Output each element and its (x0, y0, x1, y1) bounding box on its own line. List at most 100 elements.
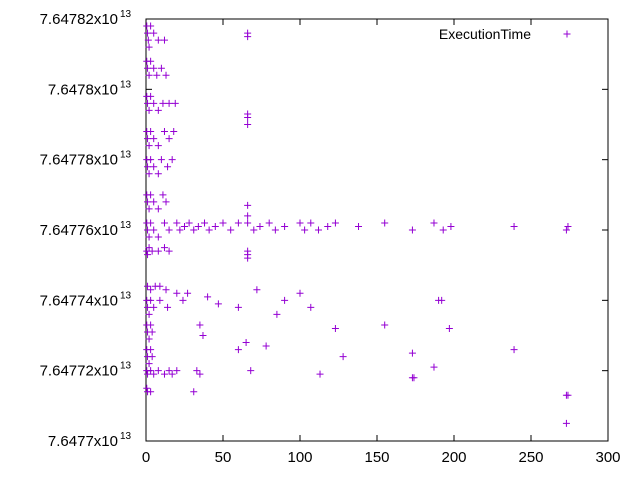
data-point (447, 222, 455, 230)
y-tick-exponent: 13 (120, 79, 132, 90)
data-point (147, 388, 155, 396)
y-tick-label: 7.64782x10 (40, 11, 118, 28)
data-point (147, 156, 155, 164)
data-point (193, 367, 201, 375)
data-point (265, 219, 273, 227)
data-point (510, 222, 518, 230)
data-point (160, 219, 168, 227)
data-point (147, 367, 155, 375)
data-point (271, 226, 279, 234)
y-tick-label: 7.64774x10 (40, 292, 118, 309)
data-point (145, 233, 153, 241)
data-point (154, 170, 162, 178)
data-point (234, 219, 242, 227)
data-point (244, 212, 252, 220)
data-point (196, 321, 204, 329)
data-point (199, 332, 207, 339)
data-point (147, 191, 155, 199)
data-point (204, 293, 212, 301)
data-point (201, 219, 209, 227)
data-point (227, 226, 235, 234)
data-point (154, 106, 162, 114)
data-point (145, 360, 153, 368)
y-tick-label: 7.64772x10 (40, 363, 118, 380)
x-tick-label: 50 (215, 449, 232, 466)
data-point (165, 247, 173, 255)
data-point (244, 201, 252, 209)
data-point (244, 110, 252, 118)
data-point (562, 419, 570, 427)
data-point (244, 121, 252, 128)
data-point (148, 328, 156, 336)
data-point (564, 222, 572, 230)
data-point (296, 289, 304, 297)
data-point (147, 346, 155, 354)
x-tick-label: 250 (518, 449, 543, 466)
y-tick-exponent: 13 (120, 431, 132, 442)
data-point (173, 289, 181, 297)
data-point (165, 226, 173, 234)
data-point (150, 99, 158, 107)
data-point (156, 282, 164, 290)
data-point (150, 29, 158, 37)
data-point (168, 370, 176, 378)
data-point (381, 219, 389, 227)
data-point (154, 247, 162, 255)
data-point (150, 370, 158, 378)
data-point (147, 92, 155, 100)
data-point (408, 226, 416, 234)
data-point (165, 367, 173, 375)
data-point (147, 22, 155, 30)
data-point (147, 219, 155, 227)
data-point (162, 286, 170, 294)
x-tick-label: 300 (595, 449, 620, 466)
data-point (147, 321, 155, 329)
data-point (234, 346, 242, 354)
data-point (144, 251, 152, 259)
data-point (147, 296, 155, 304)
data-point (314, 226, 322, 234)
data-point (144, 163, 152, 171)
data-point (160, 128, 168, 136)
data-point (144, 135, 152, 143)
data-point (159, 191, 167, 199)
y-tick-exponent: 13 (120, 361, 132, 372)
data-point (153, 71, 161, 79)
data-point (150, 226, 158, 234)
data-point (408, 349, 416, 357)
data-point (339, 353, 347, 361)
data-point (144, 29, 152, 37)
data-point (165, 135, 173, 143)
data-point (171, 99, 179, 107)
y-tick-label: 7.6477x10 (48, 433, 118, 450)
data-point (430, 363, 438, 371)
data-point (154, 367, 162, 375)
data-point (156, 296, 164, 304)
data-point (185, 219, 193, 227)
data-point (562, 226, 570, 234)
data-point (145, 205, 153, 213)
data-point (154, 233, 162, 241)
data-point (160, 244, 168, 252)
data-point (355, 222, 363, 230)
legend-label: ExecutionTime (439, 26, 531, 42)
data-point (510, 346, 518, 354)
data-point (160, 370, 168, 378)
y-tick-exponent: 13 (120, 220, 132, 231)
data-point (281, 296, 289, 304)
data-point (144, 226, 152, 234)
data-point (145, 43, 153, 51)
series-execution-time (143, 22, 572, 427)
data-point (150, 198, 158, 206)
data-point (147, 57, 155, 65)
data-point (168, 156, 176, 164)
data-point (154, 142, 162, 150)
y-tick-label: 7.64778x10 (40, 152, 118, 169)
data-point (262, 342, 270, 350)
data-point (234, 303, 242, 311)
y-tick-label: 7.64776x10 (40, 222, 118, 239)
data-point (445, 324, 453, 332)
data-point (154, 36, 162, 44)
data-point (144, 370, 152, 378)
